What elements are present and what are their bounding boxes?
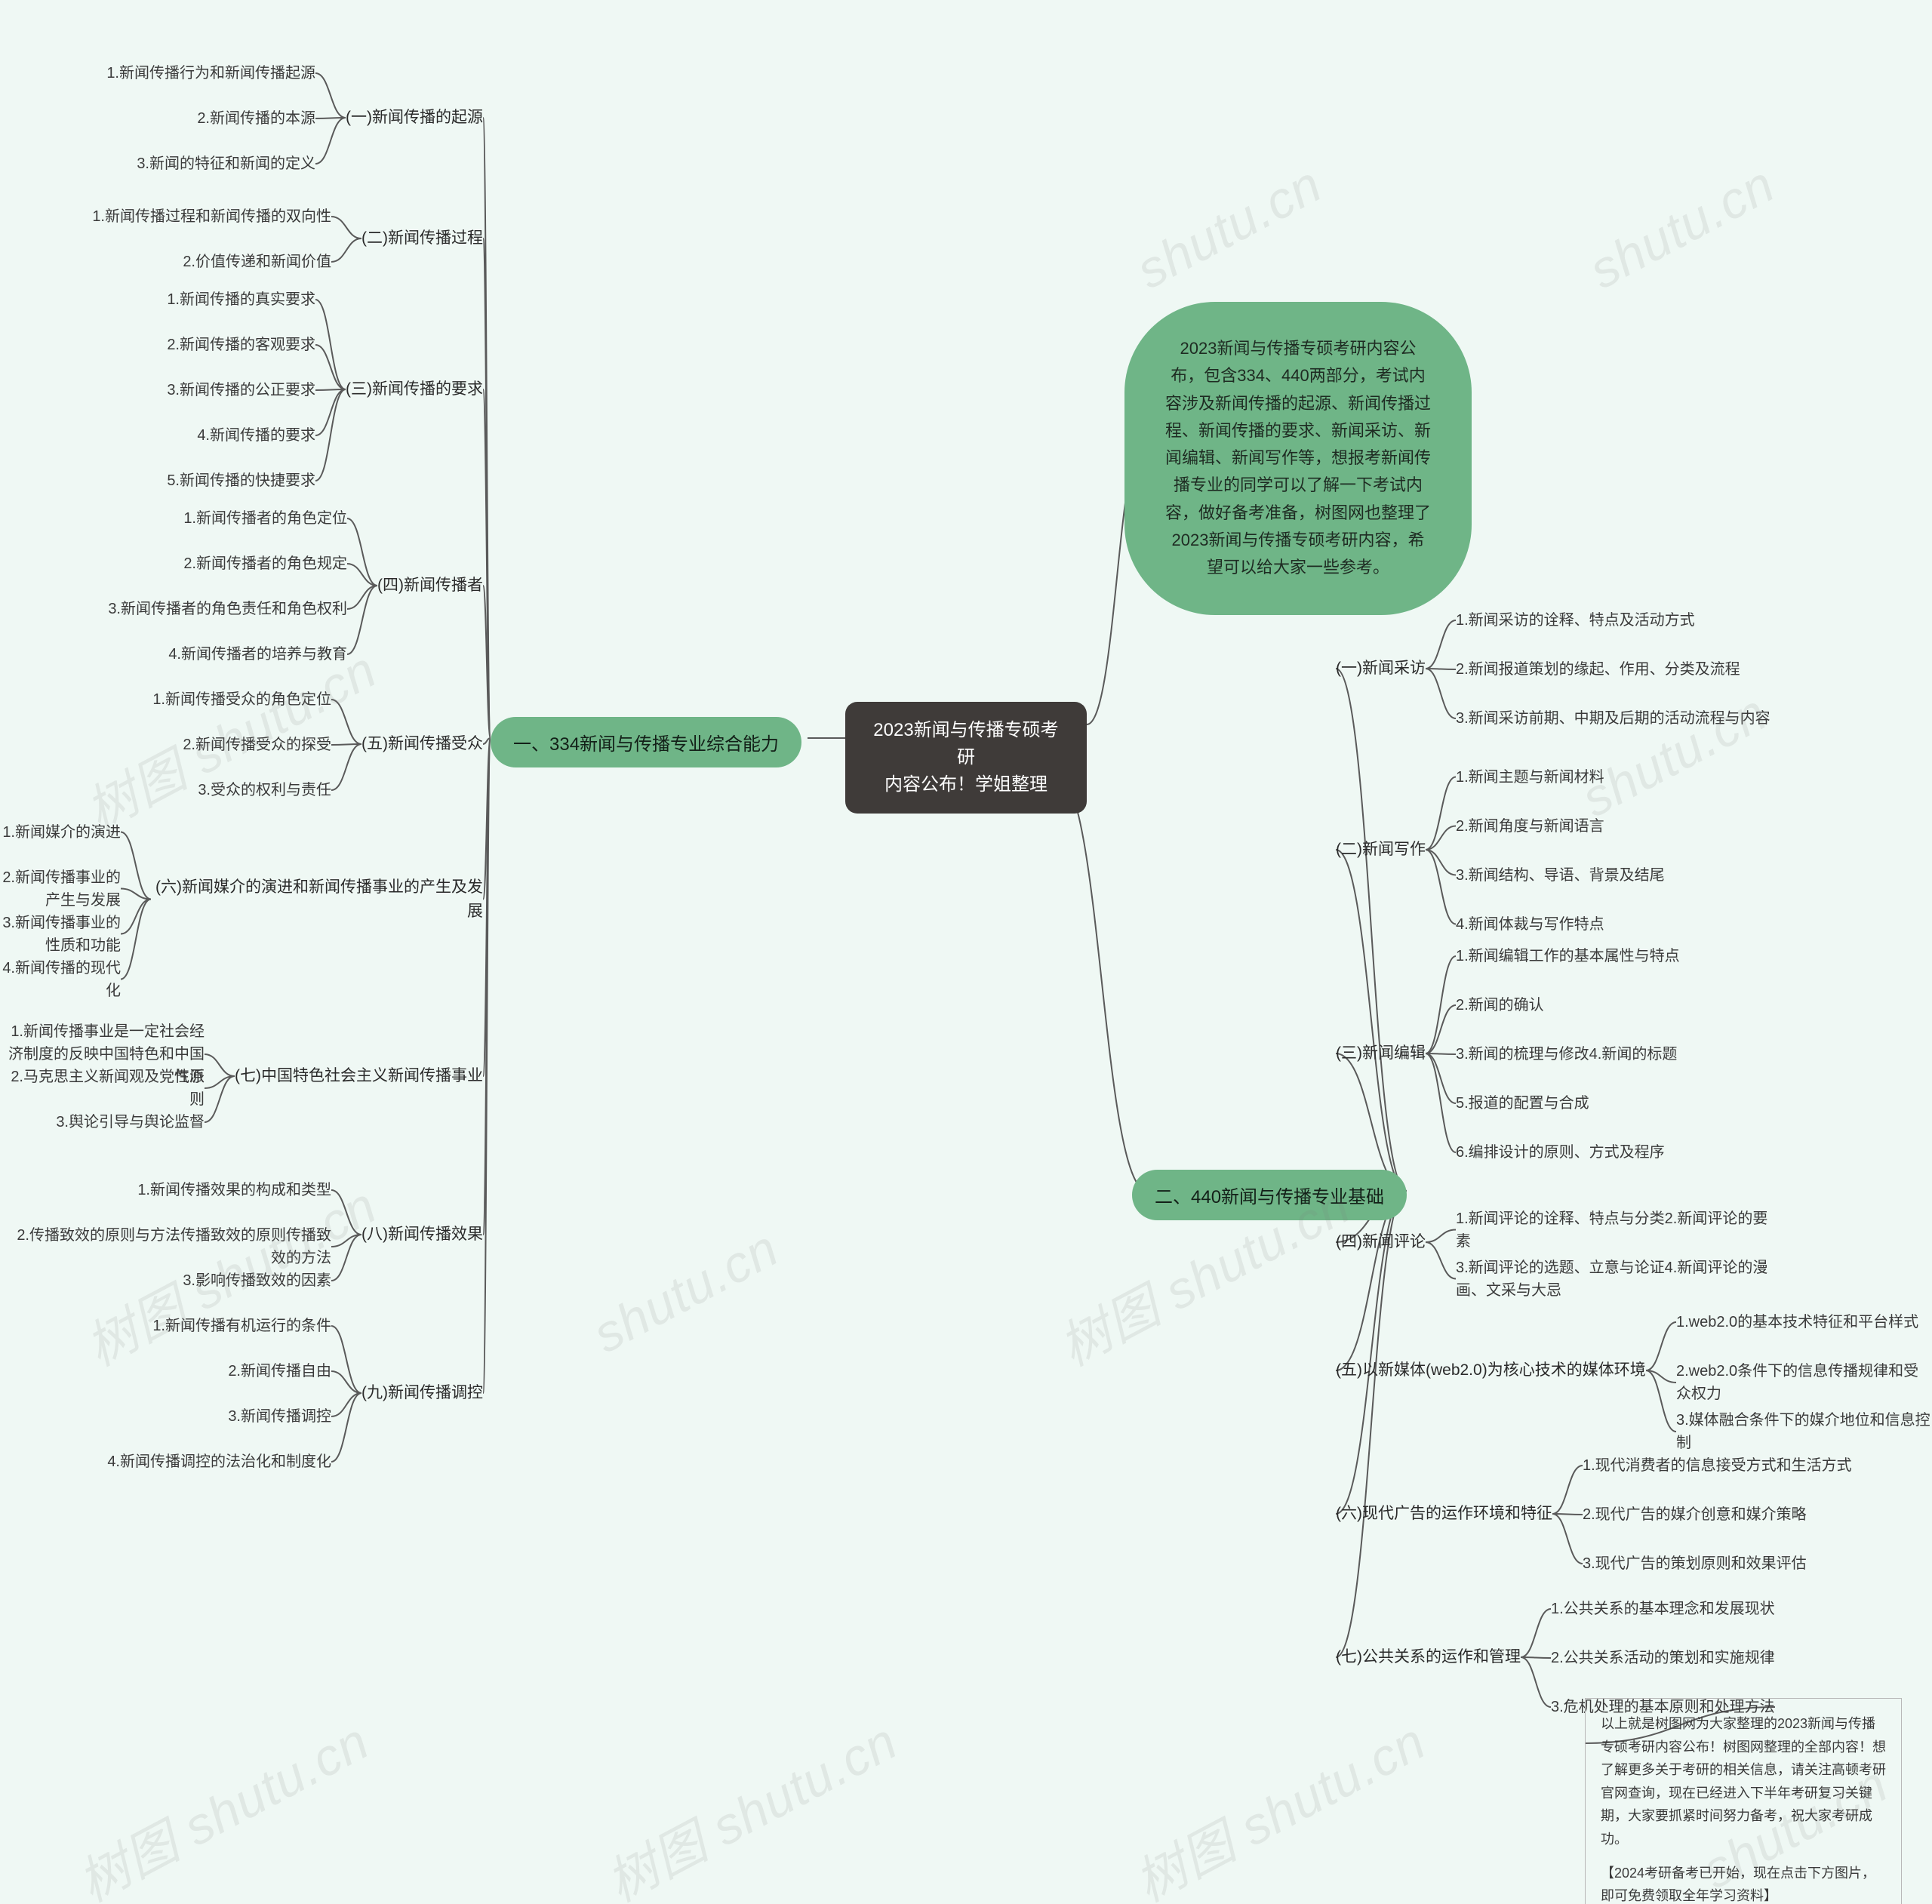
b-sub-3-leaf-1: 3.新闻评论的选题、立意与论证4.新闻评论的漫画、文采与大忌 bbox=[1456, 1257, 1780, 1302]
a-sub-3-leaf-1: 2.新闻传播者的角色规定 bbox=[183, 552, 347, 575]
root-title-line1: 2023新闻与传播专硕考研 bbox=[873, 720, 1058, 767]
b-sub-4-leaf-1: 2.web2.0条件下的信息传播规律和受众权力 bbox=[1676, 1360, 1932, 1405]
root-title-line2: 内容公布！学姐整理 bbox=[884, 774, 1048, 795]
footnote-p2: 【2024考研备考已开始，现在点击下方图片，即可免费领取全年学习资料】 bbox=[1601, 1862, 1886, 1904]
a-sub-5-leaf-0: 1.新闻媒介的演进 bbox=[2, 821, 121, 844]
a-sub-2: (三)新闻传播的要求 bbox=[346, 377, 483, 401]
b-sub-0-leaf-0: 1.新闻采访的诠释、特点及活动方式 bbox=[1456, 609, 1695, 632]
a-sub-5-leaf-1: 2.新闻传播事业的产生与发展 bbox=[0, 866, 121, 912]
b-sub-3: (四)新闻评论 bbox=[1336, 1230, 1426, 1254]
a-sub-5: (六)新闻媒介的演进和新闻传播事业的产生及发展 bbox=[151, 875, 483, 923]
b-sub-6-leaf-1: 2.公共关系活动的策划和实施规律 bbox=[1551, 1647, 1775, 1669]
watermark: 树图 shutu.cn bbox=[63, 1700, 380, 1904]
root-node: 2023新闻与传播专硕考研 内容公布！学姐整理 bbox=[845, 702, 1087, 814]
b-sub-1-leaf-1: 2.新闻角度与新闻语言 bbox=[1456, 815, 1604, 838]
b-sub-4-leaf-2: 3.媒体融合条件下的媒介地位和信息控制 bbox=[1676, 1409, 1932, 1454]
a-sub-0-leaf-1: 2.新闻传播的本源 bbox=[197, 107, 315, 130]
a-sub-7: (八)新闻传播效果 bbox=[361, 1223, 483, 1247]
a-sub-4-leaf-0: 1.新闻传播受众的角色定位 bbox=[152, 688, 331, 711]
a-sub-2-leaf-1: 2.新闻传播的客观要求 bbox=[167, 334, 315, 356]
a-sub-3-leaf-3: 4.新闻传播者的培养与教育 bbox=[168, 643, 347, 666]
a-sub-4: (五)新闻传播受众 bbox=[361, 732, 483, 756]
a-sub-6-leaf-2: 3.舆论引导与舆论监督 bbox=[56, 1111, 205, 1133]
b-sub-2-leaf-0: 1.新闻编辑工作的基本属性与特点 bbox=[1456, 945, 1680, 967]
a-sub-1-leaf-1: 2.价值传递和新闻价值 bbox=[183, 251, 331, 273]
b-sub-5-leaf-2: 3.现代广告的策划原则和效果评估 bbox=[1583, 1552, 1807, 1575]
a-sub-3: (四)新闻传播者 bbox=[377, 574, 483, 598]
a-sub-4-leaf-1: 2.新闻传播受众的探受 bbox=[183, 734, 331, 756]
b-sub-2-leaf-4: 6.编排设计的原则、方式及程序 bbox=[1456, 1141, 1665, 1164]
b-sub-1-leaf-2: 3.新闻结构、导语、背景及结尾 bbox=[1456, 864, 1665, 887]
a-sub-8-leaf-2: 3.新闻传播调控 bbox=[228, 1405, 331, 1428]
a-sub-8-leaf-0: 1.新闻传播有机运行的条件 bbox=[152, 1315, 331, 1337]
a-sub-7-leaf-2: 3.影响传播致效的因素 bbox=[183, 1269, 331, 1292]
b-sub-2-leaf-3: 5.报道的配置与合成 bbox=[1456, 1092, 1589, 1115]
watermark: shutu.cn bbox=[1127, 155, 1331, 300]
b-sub-6-leaf-0: 1.公共关系的基本理念和发展现状 bbox=[1551, 1598, 1775, 1620]
a-sub-1-leaf-0: 1.新闻传播过程和新闻传播的双向性 bbox=[92, 205, 331, 228]
a-sub-8-leaf-1: 2.新闻传播自由 bbox=[228, 1360, 331, 1383]
a-sub-0-leaf-2: 3.新闻的特征和新闻的定义 bbox=[137, 152, 315, 175]
watermark: 树图 shutu.cn bbox=[1120, 1700, 1437, 1904]
a-sub-8: (九)新闻传播调控 bbox=[361, 1381, 483, 1405]
intro-bubble: 2023新闻与传播专硕考研内容公布，包含334、440两部分，考试内容涉及新闻传… bbox=[1124, 302, 1472, 615]
b-sub-2-leaf-1: 2.新闻的确认 bbox=[1456, 994, 1544, 1017]
a-sub-1: (二)新闻传播过程 bbox=[361, 226, 483, 251]
b-sub-1-leaf-3: 4.新闻体裁与写作特点 bbox=[1456, 913, 1604, 936]
branch-334-label: 一、334新闻与传播专业综合能力 bbox=[513, 734, 779, 755]
b-sub-4-leaf-0: 1.web2.0的基本技术特征和平台样式 bbox=[1676, 1311, 1918, 1333]
branch-334: 一、334新闻与传播专业综合能力 bbox=[491, 717, 801, 767]
a-sub-3-leaf-2: 3.新闻传播者的角色责任和角色权利 bbox=[108, 598, 347, 620]
a-sub-2-leaf-0: 1.新闻传播的真实要求 bbox=[167, 288, 315, 311]
intro-text: 2023新闻与传播专硕考研内容公布，包含334、440两部分，考试内容涉及新闻传… bbox=[1165, 339, 1431, 577]
b-sub-1: (二)新闻写作 bbox=[1336, 838, 1426, 862]
footnote-box: 以上就是树图网为大家整理的2023新闻与传播专硕考研内容公布！树图网整理的全部内… bbox=[1585, 1698, 1902, 1904]
branch-440: 二、440新闻与传播专业基础 bbox=[1132, 1170, 1407, 1220]
b-sub-2-leaf-2: 3.新闻的梳理与修改4.新闻的标题 bbox=[1456, 1043, 1677, 1066]
b-sub-6: (七)公共关系的运作和管理 bbox=[1336, 1645, 1521, 1669]
a-sub-8-leaf-3: 4.新闻传播调控的法治化和制度化 bbox=[107, 1450, 331, 1473]
a-sub-3-leaf-0: 1.新闻传播者的角色定位 bbox=[183, 507, 347, 530]
b-sub-5-leaf-1: 2.现代广告的媒介创意和媒介策略 bbox=[1583, 1503, 1807, 1526]
b-sub-5-leaf-0: 1.现代消费者的信息接受方式和生活方式 bbox=[1583, 1454, 1852, 1477]
a-sub-6: (七)中国特色社会主义新闻传播事业 bbox=[235, 1064, 483, 1088]
a-sub-7-leaf-0: 1.新闻传播效果的构成和类型 bbox=[137, 1179, 331, 1201]
a-sub-6-leaf-1: 2.马克思主义新闻观及党性原则 bbox=[0, 1066, 205, 1111]
a-sub-2-leaf-2: 3.新闻传播的公正要求 bbox=[167, 379, 315, 401]
b-sub-0-leaf-1: 2.新闻报道策划的缘起、作用、分类及流程 bbox=[1456, 658, 1740, 681]
b-sub-4: (五)以新媒体(web2.0)为核心技术的媒体环境 bbox=[1336, 1358, 1646, 1383]
branch-440-label: 二、440新闻与传播专业基础 bbox=[1155, 1187, 1384, 1207]
watermark: shutu.cn bbox=[1572, 683, 1777, 829]
a-sub-5-leaf-2: 3.新闻传播事业的性质和功能 bbox=[0, 912, 121, 957]
a-sub-4-leaf-2: 3.受众的权利与责任 bbox=[198, 779, 331, 801]
a-sub-0: (一)新闻传播的起源 bbox=[346, 106, 483, 130]
a-sub-2-leaf-3: 4.新闻传播的要求 bbox=[197, 424, 315, 447]
watermark: shutu.cn bbox=[583, 1219, 788, 1364]
b-sub-3-leaf-0: 1.新闻评论的诠释、特点与分类2.新闻评论的要素 bbox=[1456, 1207, 1780, 1253]
watermark: shutu.cn bbox=[1580, 155, 1784, 300]
a-sub-7-leaf-1: 2.传播致效的原则与方法传播致效的原则传播致效的方法 bbox=[7, 1224, 331, 1269]
a-sub-5-leaf-3: 4.新闻传播的现代化 bbox=[0, 957, 121, 1002]
b-sub-5: (六)现代广告的运作环境和特征 bbox=[1336, 1502, 1552, 1526]
b-sub-0: (一)新闻采访 bbox=[1336, 657, 1426, 681]
b-sub-1-leaf-0: 1.新闻主题与新闻材料 bbox=[1456, 766, 1604, 789]
b-sub-2: (三)新闻编辑 bbox=[1336, 1041, 1426, 1066]
watermark: 树图 shutu.cn bbox=[592, 1700, 909, 1904]
footnote-p1: 以上就是树图网为大家整理的2023新闻与传播专硕考研内容公布！树图网整理的全部内… bbox=[1601, 1712, 1886, 1851]
a-sub-0-leaf-0: 1.新闻传播行为和新闻传播起源 bbox=[106, 62, 315, 85]
b-sub-0-leaf-2: 3.新闻采访前期、中期及后期的活动流程与内容 bbox=[1456, 707, 1770, 730]
a-sub-2-leaf-4: 5.新闻传播的快捷要求 bbox=[167, 469, 315, 492]
